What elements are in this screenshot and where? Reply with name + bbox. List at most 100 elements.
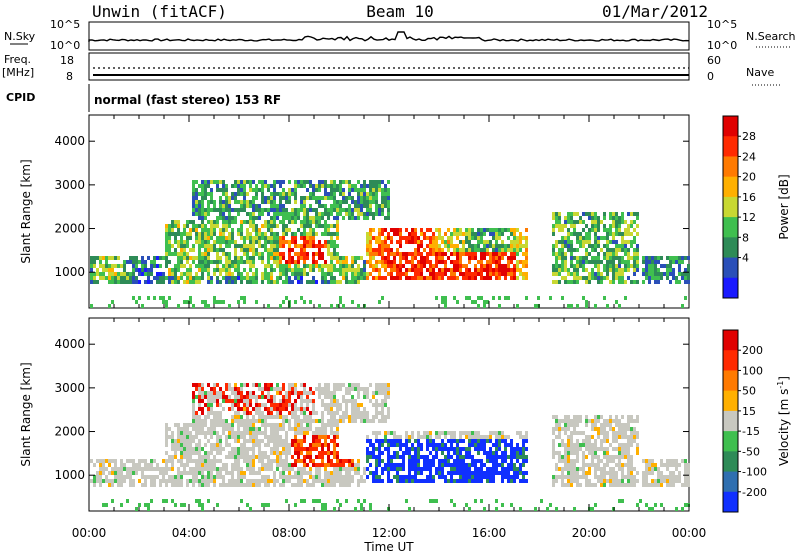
scatter-cell: [534, 304, 537, 308]
scatter-cell: [327, 212, 330, 216]
scatter-cell: [675, 467, 678, 471]
scatter-cell: [312, 391, 315, 395]
scatter-cell: [462, 248, 465, 252]
scatter-cell: [312, 256, 315, 260]
scatter-cell: [477, 268, 480, 272]
scatter-cell: [390, 455, 393, 459]
scatter-cell: [360, 419, 363, 423]
scatter-cell: [273, 475, 276, 479]
scatter-cell: [147, 467, 150, 471]
scatter-cell: [603, 455, 606, 459]
scatter-cell: [420, 256, 423, 260]
scatter-cell: [492, 232, 495, 236]
scatter-cell: [327, 447, 330, 451]
scatter-cell: [462, 232, 465, 236]
scatter-cell: [609, 423, 612, 427]
scatter-cell: [651, 463, 654, 467]
scatter-cell: [195, 475, 198, 479]
scatter-cell: [294, 411, 297, 415]
scatter-cell: [249, 256, 252, 260]
scatter-cell: [276, 276, 279, 280]
scatter-cell: [477, 459, 480, 463]
scatter-cell: [306, 216, 309, 220]
scatter-cell: [267, 407, 270, 411]
scatter-cell: [228, 443, 231, 447]
scatter-cell: [207, 415, 210, 419]
scatter-cell: [321, 507, 324, 511]
scatter-cell: [369, 248, 372, 252]
scatter-cell: [183, 423, 186, 427]
scatter-cell: [240, 280, 243, 284]
beam-title: Beam 10: [366, 2, 434, 21]
scatter-cell: [195, 467, 198, 471]
scatter-cell: [312, 463, 315, 467]
scatter-cell: [189, 272, 192, 276]
scatter-cell: [330, 427, 333, 431]
scatter-cell: [315, 252, 318, 256]
scatter-cell: [165, 244, 168, 248]
scatter-cell: [336, 403, 339, 407]
scatter-cell: [585, 483, 588, 487]
scatter-cell: [195, 208, 198, 212]
scatter-cell: [186, 431, 189, 435]
power-colorbar-swatch: [723, 176, 738, 198]
scatter-cell: [315, 216, 318, 220]
scatter-cell: [303, 220, 306, 224]
scatter-cell: [300, 184, 303, 188]
scatter-cell: [627, 439, 630, 443]
scatter-cell: [486, 479, 489, 483]
scatter-cell: [300, 411, 303, 415]
scatter-cell: [225, 419, 228, 423]
scatter-cell: [240, 220, 243, 224]
scatter-cell: [216, 503, 219, 507]
scatter-cell: [255, 280, 258, 284]
scatter-cell: [252, 415, 255, 419]
scatter-cell: [129, 256, 132, 260]
scatter-cell: [612, 439, 615, 443]
scatter-cell: [474, 264, 477, 268]
scatter-cell: [567, 463, 570, 467]
scatter-cell: [630, 415, 633, 419]
scatter-cell: [234, 383, 237, 387]
velocity-colorbar-swatch: [723, 390, 738, 412]
scatter-cell: [324, 443, 327, 447]
scatter-cell: [549, 503, 552, 507]
scatter-cell: [195, 383, 198, 387]
scatter-cell: [273, 395, 276, 399]
scatter-cell: [291, 280, 294, 284]
scatter-cell: [129, 260, 132, 264]
scatter-cell: [258, 427, 261, 431]
scatter-cell: [381, 192, 384, 196]
scatter-cell: [327, 471, 330, 475]
scatter-cell: [270, 479, 273, 483]
scatter-cell: [447, 463, 450, 467]
scatter-cell: [123, 479, 126, 483]
scatter-cell: [306, 212, 309, 216]
scatter-cell: [609, 264, 612, 268]
scatter-cell: [564, 483, 567, 487]
scatter-cell: [237, 192, 240, 196]
scatter-cell: [468, 467, 471, 471]
scatter-cell: [453, 264, 456, 268]
scatter-cell: [684, 463, 687, 467]
scatter-cell: [135, 463, 138, 467]
scatter-cell: [660, 264, 663, 268]
scatter-cell: [570, 264, 573, 268]
scatter-cell: [435, 272, 438, 276]
scatter-cell: [426, 236, 429, 240]
scatter-cell: [123, 260, 126, 264]
scatter-cell: [300, 471, 303, 475]
scatter-cell: [258, 483, 261, 487]
scatter-cell: [417, 435, 420, 439]
scatter-cell: [177, 224, 180, 228]
scatter-cell: [186, 479, 189, 483]
scatter-cell: [357, 276, 360, 280]
scatter-cell: [609, 280, 612, 284]
scatter-cell: [255, 196, 258, 200]
scatter-cell: [648, 459, 651, 463]
scatter-cell: [522, 264, 525, 268]
scatter-cell: [414, 479, 417, 483]
scatter-cell: [399, 475, 402, 479]
scatter-cell: [384, 395, 387, 399]
scatter-cell: [249, 463, 252, 467]
